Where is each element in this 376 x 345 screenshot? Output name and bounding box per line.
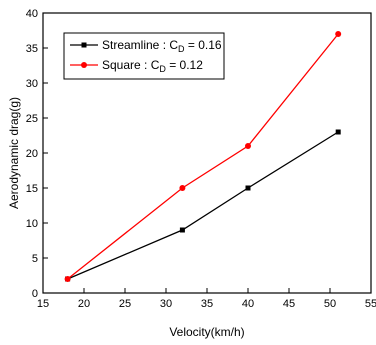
square-series-line (67, 33, 339, 280)
y-tick-label: 35 (26, 43, 38, 55)
legend-square-value: = 0.12 (166, 58, 203, 72)
x-tick-label: 20 (78, 298, 90, 310)
legend-square-text: Square : C (102, 58, 160, 72)
legend-streamline-text: Streamline : C (102, 38, 178, 52)
legend-streamline-value: = 0.16 (185, 38, 222, 52)
x-tick-label: 30 (160, 298, 172, 310)
y-axis-label: Aerodynamic drag(g) (7, 97, 21, 209)
x-tick-label: 25 (119, 298, 131, 310)
square-data-point (335, 31, 342, 37)
y-tick-label: 20 (26, 148, 38, 160)
y-tick-label: 10 (26, 218, 38, 230)
y-tick-label: 15 (26, 183, 38, 195)
y-tick-label: 25 (26, 113, 38, 125)
x-tick-label: 50 (324, 298, 336, 310)
legend-square-marker (81, 62, 87, 68)
y-tick-label: 0 (32, 288, 38, 300)
x-tick-label: 15 (37, 298, 49, 310)
legend-streamline-label: Streamline : CD = 0.16 (102, 38, 222, 54)
streamline-data-point (179, 227, 185, 233)
legend-box (63, 32, 225, 80)
streamline-series-line (67, 131, 339, 280)
streamline-data-point (335, 129, 341, 135)
x-axis-label: Velocity(km/h) (169, 325, 244, 339)
series-layer (64, 31, 342, 282)
x-tick-label: 55 (365, 298, 376, 310)
legend-square-subscript: D (159, 64, 166, 74)
legend-streamline-marker (81, 42, 87, 48)
legend-square-label: Square : CD = 0.12 (102, 58, 203, 74)
y-tick-label: 5 (32, 253, 38, 265)
legend-streamline-subscript: D (178, 44, 185, 54)
square-data-point (245, 143, 251, 149)
x-tick-label: 45 (283, 298, 295, 310)
x-tick-label: 35 (201, 298, 213, 310)
square-data-point (179, 185, 186, 191)
square-data-point (64, 276, 71, 282)
y-tick-label: 40 (26, 8, 38, 20)
axis-ticks: 15 20 25 30 35 40 45 50 55 0 5 10 15 20 25 30 35 40 (26, 8, 376, 310)
y-tick-label: 30 (26, 78, 38, 90)
streamline-data-point (245, 185, 251, 191)
x-tick-label: 40 (242, 298, 254, 310)
